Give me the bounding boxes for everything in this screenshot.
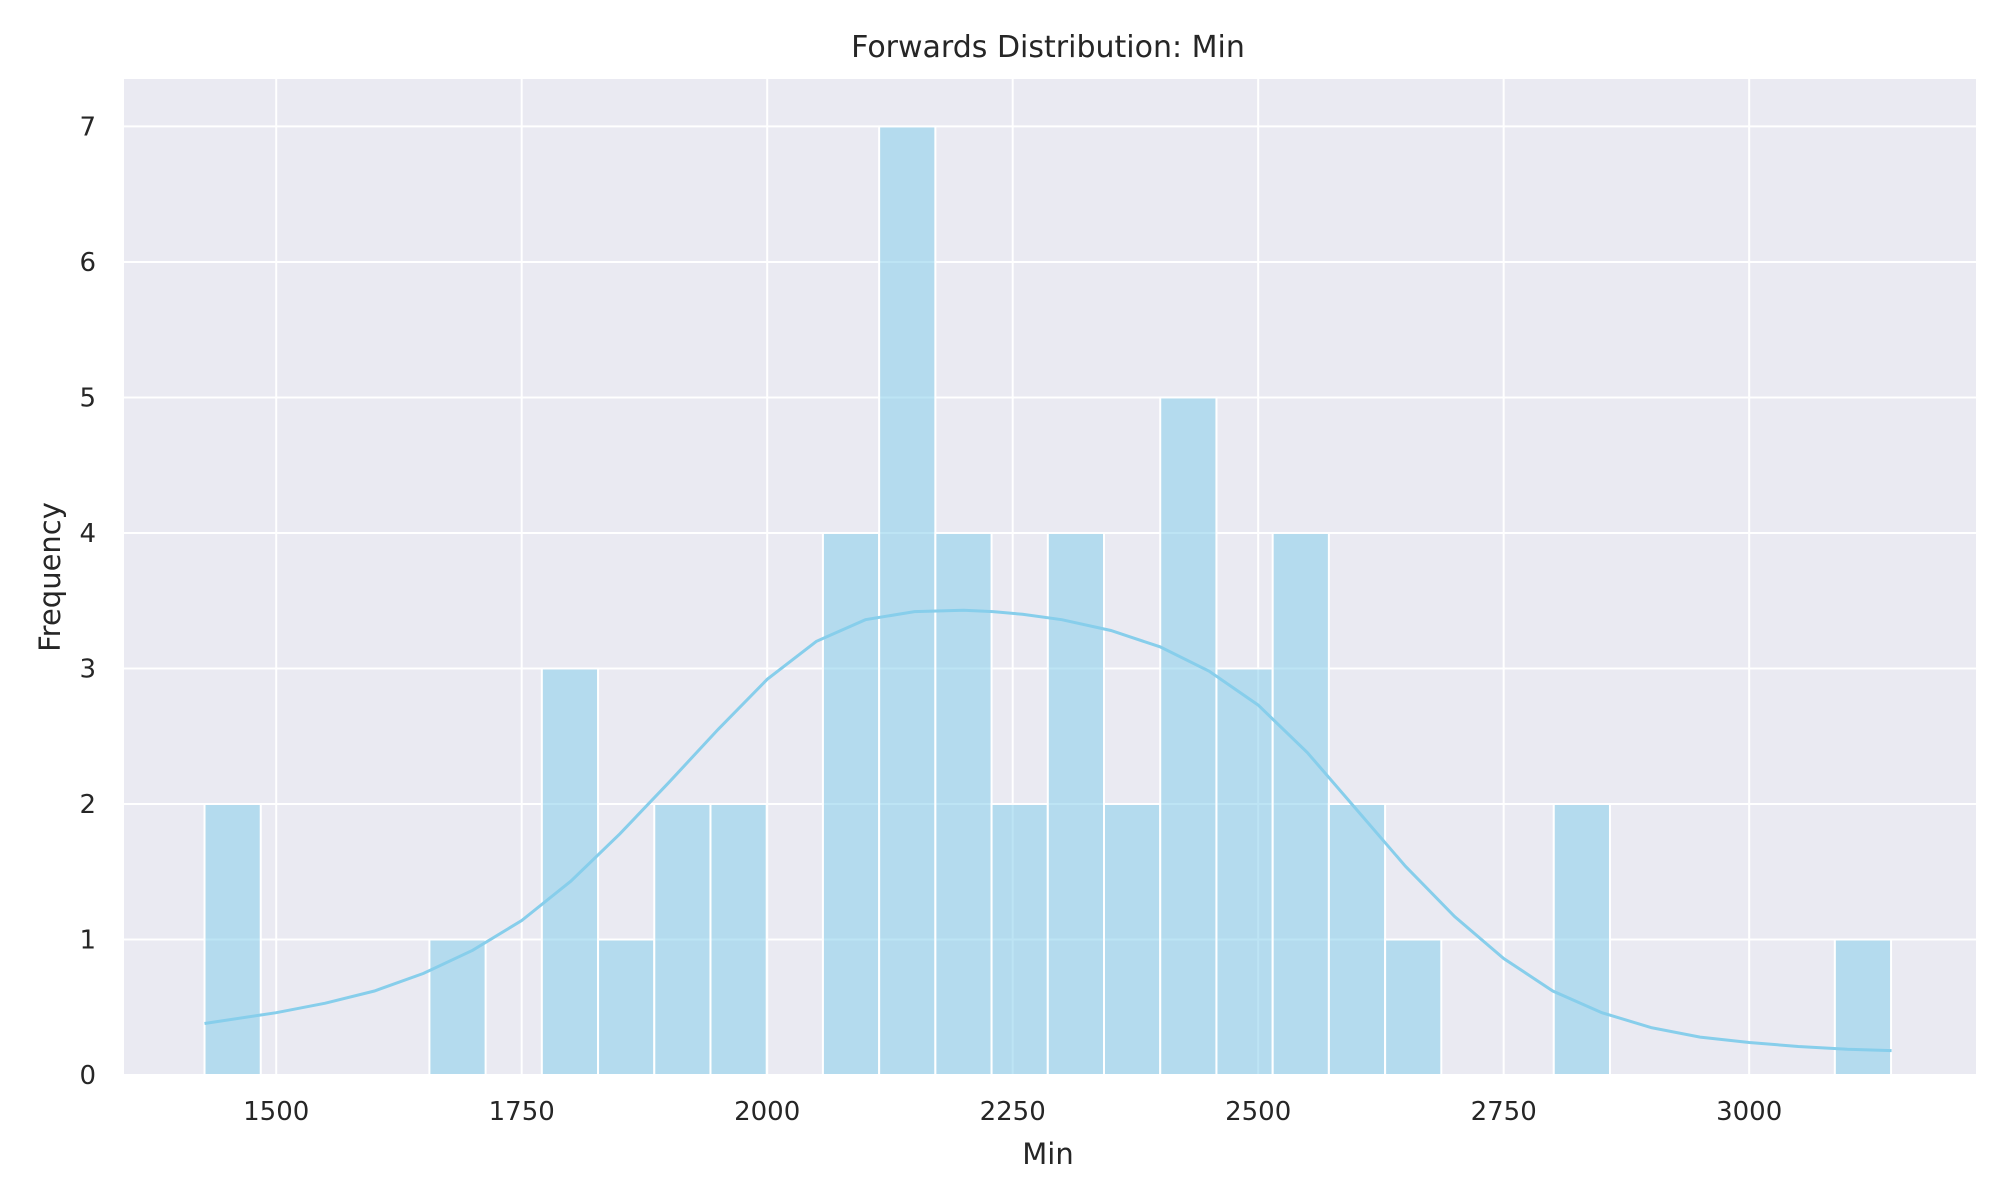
histogram-bar bbox=[1215, 667, 1274, 1076]
x-axis-title: Min bbox=[1022, 1137, 1073, 1171]
histogram-bar bbox=[428, 938, 487, 1077]
y-tick-label: 3 bbox=[79, 654, 96, 684]
histogram-bar bbox=[709, 802, 768, 1077]
y-tick-label: 2 bbox=[79, 790, 96, 820]
x-tick-label: 2000 bbox=[734, 1097, 800, 1127]
x-tick-label: 1500 bbox=[243, 1097, 309, 1127]
histogram-bar bbox=[1552, 802, 1611, 1077]
y-tick-label: 7 bbox=[79, 112, 96, 142]
y-tick-label: 1 bbox=[79, 925, 96, 955]
histogram-bar bbox=[1103, 802, 1162, 1077]
histogram-bar bbox=[597, 938, 656, 1077]
x-tick-label: 2500 bbox=[1225, 1097, 1291, 1127]
histogram-bar bbox=[1046, 531, 1106, 1076]
y-tick-label: 0 bbox=[79, 1061, 96, 1091]
histogram-bar bbox=[203, 802, 262, 1077]
histogram-bar bbox=[653, 802, 712, 1077]
x-tick-label: 3000 bbox=[1716, 1097, 1782, 1127]
histogram-bar bbox=[1271, 531, 1330, 1076]
x-tick-label: 2250 bbox=[980, 1097, 1046, 1127]
y-tick-label: 5 bbox=[79, 383, 96, 413]
histogram-bar bbox=[540, 667, 600, 1076]
y-tick-label: 4 bbox=[79, 519, 96, 549]
chart-title: Forwards Distribution: Min bbox=[851, 30, 1245, 65]
histogram-bar bbox=[1833, 938, 1893, 1077]
histogram-bar bbox=[1159, 396, 1218, 1076]
histogram-bar bbox=[1384, 938, 1443, 1077]
y-tick-label: 6 bbox=[79, 248, 96, 278]
y-axis-title: Frequency bbox=[33, 502, 67, 652]
kde-curve bbox=[204, 608, 1892, 1053]
histogram-bar bbox=[1327, 802, 1387, 1077]
x-axis-ticks: 1500 1750 2000 2250 2500 2750 3000 bbox=[243, 1097, 1782, 1127]
histogram-bar bbox=[821, 531, 881, 1076]
x-tick-label: 2750 bbox=[1471, 1097, 1537, 1127]
histogram-bar bbox=[934, 531, 993, 1076]
y-axis-ticks: 0 1 2 3 4 5 6 7 bbox=[79, 112, 96, 1091]
histogram-bar bbox=[878, 125, 937, 1076]
x-tick-label: 1750 bbox=[489, 1097, 555, 1127]
histogram-bars bbox=[203, 125, 1893, 1077]
histogram-bar bbox=[990, 802, 1049, 1077]
